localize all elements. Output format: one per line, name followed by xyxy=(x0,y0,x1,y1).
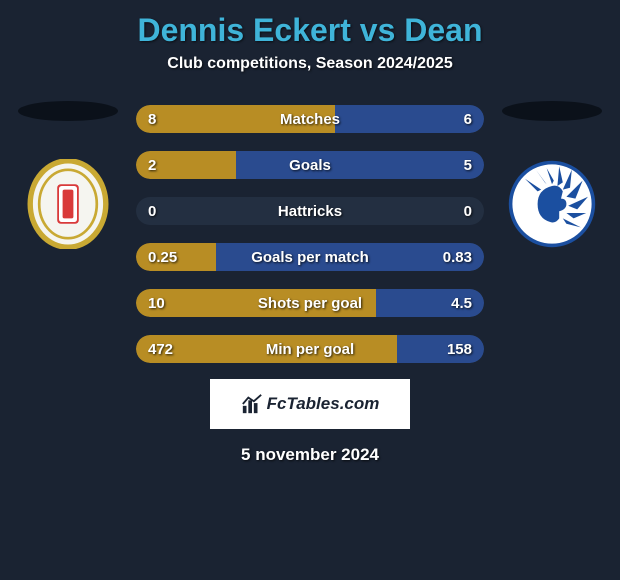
subtitle: Club competitions, Season 2024/2025 xyxy=(8,55,612,73)
player-shadow-left xyxy=(18,101,118,121)
stat-bar: 2Goals5 xyxy=(136,151,484,179)
bar-value-right: 6 xyxy=(464,111,472,128)
page-title: Dennis Eckert vs Dean xyxy=(8,12,612,49)
left-side xyxy=(8,101,128,249)
stat-bar: 10Shots per goal4.5 xyxy=(136,289,484,317)
right-side xyxy=(492,101,612,249)
brand-text: FcTables.com xyxy=(267,394,380,414)
bar-label: Matches xyxy=(136,111,484,128)
stat-bar: 8Matches6 xyxy=(136,105,484,133)
stat-bar: 0.25Goals per match0.83 xyxy=(136,243,484,271)
bar-label: Shots per goal xyxy=(136,295,484,312)
bar-value-right: 5 xyxy=(464,157,472,174)
right-team-crest xyxy=(507,159,597,249)
stat-bar: 0Hattricks0 xyxy=(136,197,484,225)
brand-badge: FcTables.com xyxy=(210,379,410,429)
player-shadow-right xyxy=(502,101,602,121)
comparison-card: Dennis Eckert vs Dean Club competitions,… xyxy=(0,0,620,477)
bar-label: Goals per match xyxy=(136,249,484,266)
bar-label: Goals xyxy=(136,157,484,174)
bar-label: Hattricks xyxy=(136,203,484,220)
left-team-crest xyxy=(23,159,113,249)
bar-value-right: 158 xyxy=(447,341,472,358)
date-label: 5 november 2024 xyxy=(8,445,612,465)
bar-value-right: 0 xyxy=(464,203,472,220)
main-content: 8Matches6 2Goals5 0Hattricks0 0.25Goals per… xyxy=(8,101,612,363)
bar-value-right: 4.5 xyxy=(451,295,472,312)
gent-logo-icon xyxy=(507,159,597,249)
bar-label: Min per goal xyxy=(136,341,484,358)
stat-bars: 8Matches6 2Goals5 0Hattricks0 0.25Goals per… xyxy=(136,101,484,363)
standard-liege-logo-icon xyxy=(23,159,113,249)
bar-chart-icon xyxy=(241,393,263,415)
bar-value-right: 0.83 xyxy=(443,249,472,266)
stat-bar: 472Min per goal158 xyxy=(136,335,484,363)
